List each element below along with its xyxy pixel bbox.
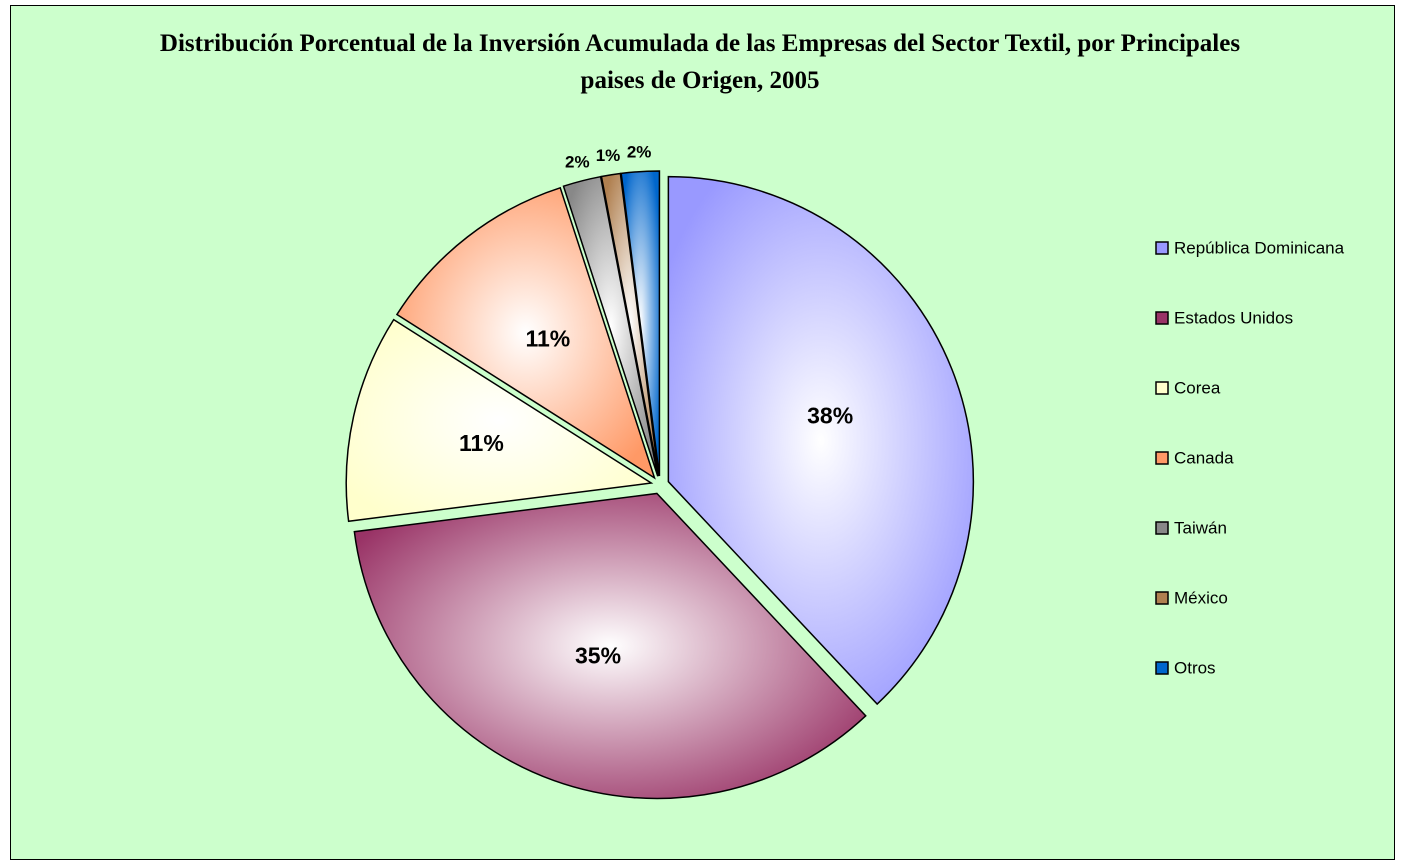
data-label: 38% (807, 403, 853, 429)
legend-label: República Dominicana (1174, 238, 1345, 257)
legend-label: Canada (1174, 448, 1234, 467)
legend-label: Otros (1174, 658, 1216, 677)
legend-swatch (1155, 381, 1169, 395)
data-label: 11% (525, 325, 570, 351)
pie-slice (395, 186, 656, 480)
data-label: 11% (459, 430, 504, 456)
legend-swatch (1155, 591, 1169, 605)
pie-slice (562, 175, 659, 477)
legend-label: Estados Unidos (1174, 308, 1293, 327)
legend-label: Taiwán (1174, 518, 1227, 537)
pie-slice (620, 170, 661, 477)
data-label: 1% (596, 146, 621, 165)
legend-swatch (1155, 661, 1169, 675)
legend-label: México (1174, 588, 1228, 607)
data-label: 35% (575, 642, 621, 668)
legend-swatch (1155, 311, 1169, 325)
pie-slice (600, 172, 660, 477)
chart-title: Distribución Porcentual de la Inversión … (159, 30, 1241, 94)
legend-swatch (1155, 521, 1169, 535)
pie-slice (345, 318, 654, 523)
pie-slice (667, 175, 975, 706)
data-label: 2% (627, 143, 652, 162)
legend-swatch (1155, 241, 1169, 255)
pie-slice (353, 492, 867, 800)
legend-swatch (1155, 451, 1169, 465)
data-label: 2% (565, 152, 590, 171)
legend-label: Corea (1174, 378, 1221, 397)
